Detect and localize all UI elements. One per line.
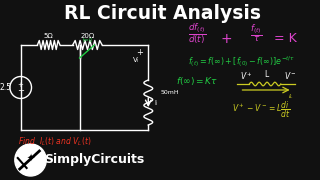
Text: $V^+$: $V^+$ — [240, 70, 253, 82]
Text: +: + — [18, 82, 24, 87]
Text: 20Ω: 20Ω — [80, 33, 95, 39]
Text: Vₗ: Vₗ — [132, 57, 139, 63]
Text: 2.5: 2.5 — [0, 83, 12, 92]
Text: +: + — [136, 48, 143, 57]
Circle shape — [15, 144, 46, 176]
Text: −: − — [17, 86, 24, 95]
Text: $I_L$: $I_L$ — [288, 92, 293, 101]
Text: t=0: t=0 — [83, 38, 93, 43]
Text: = K: = K — [274, 32, 297, 45]
Text: ✦: ✦ — [27, 154, 35, 164]
Text: Iₗ: Iₗ — [154, 100, 157, 105]
Text: $V^+ - V^- = L\dfrac{di}{dt}$: $V^+ - V^- = L\dfrac{di}{dt}$ — [232, 100, 290, 120]
Text: $V^-$: $V^-$ — [284, 70, 297, 81]
Text: $f_{(t)} = f(\infty) + [f_{(0)} - f(\infty)]e^{-t/\tau}$: $f_{(t)} = f(\infty) + [f_{(0)} - f(\inf… — [188, 55, 295, 70]
Text: $\frac{f_{(t)}}{\tau}$: $\frac{f_{(t)}}{\tau}$ — [250, 22, 262, 44]
Text: $\frac{df_{(t)}}{d(t)}$: $\frac{df_{(t)}}{d(t)}$ — [188, 22, 206, 47]
Text: RL Circuit Analysis: RL Circuit Analysis — [65, 4, 261, 23]
Text: $f(\infty) = K\tau$: $f(\infty) = K\tau$ — [176, 75, 218, 87]
Text: 5Ω: 5Ω — [44, 33, 53, 39]
Text: SimplyCircuits: SimplyCircuits — [44, 154, 144, 166]
Text: +: + — [221, 32, 233, 46]
Text: L: L — [264, 70, 268, 79]
Text: Find  $\mathit{I_L(t)}$ and $\mathit{V_L(t)}$: Find $\mathit{I_L(t)}$ and $\mathit{V_L(… — [18, 135, 92, 147]
Text: 50mH: 50mH — [161, 90, 180, 95]
